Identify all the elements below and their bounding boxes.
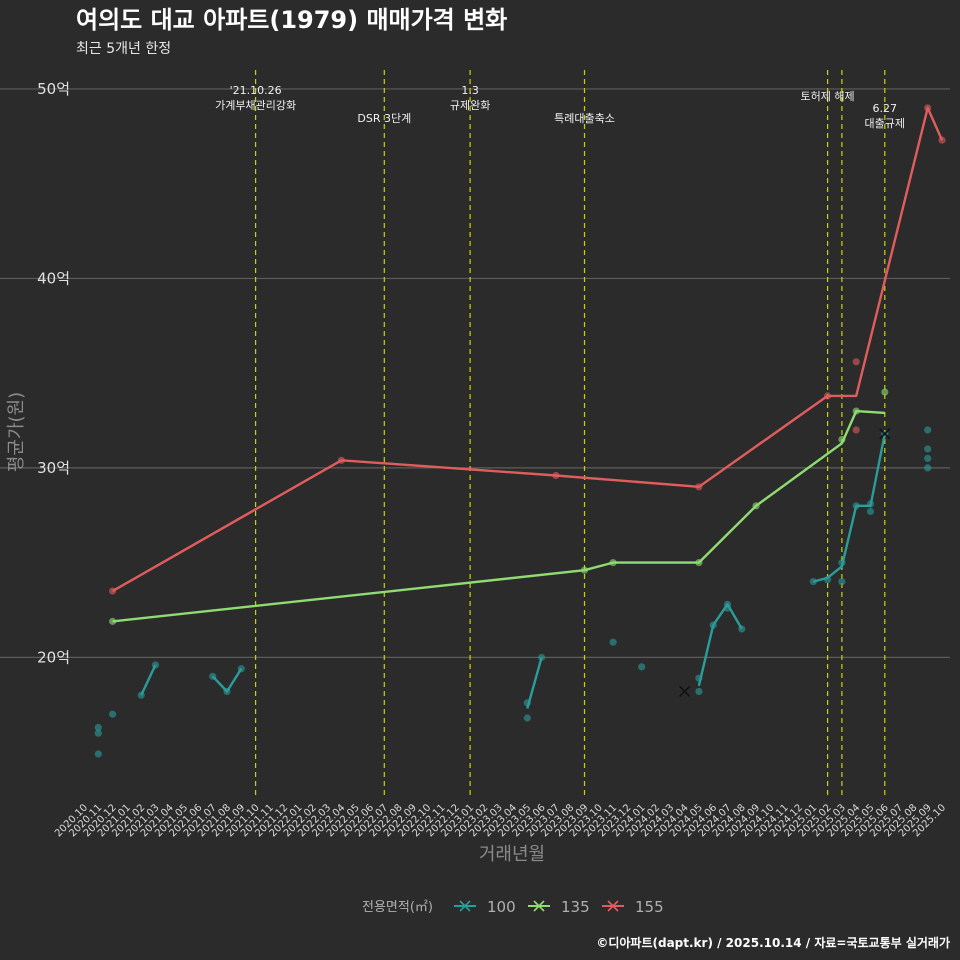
data-point-155: [852, 426, 860, 434]
legend-label: 100: [487, 898, 516, 916]
data-point-100: [838, 577, 846, 586]
caption: ©디아파트(dapt.kr) / 2025.10.14 / 자료=국토교통부 실…: [596, 935, 950, 950]
series-line-100: [697, 603, 743, 687]
data-point-100: [538, 653, 546, 661]
series-line-155: [112, 106, 944, 593]
series-line-100: [526, 657, 543, 709]
gridlines: [0, 88, 950, 658]
data-point-100: [924, 445, 932, 453]
legend-swatch-marker: [533, 900, 545, 912]
legend-label: 135: [561, 898, 590, 916]
event-label: '21.10.26: [230, 84, 282, 97]
series-line-135: [112, 409, 885, 623]
y-tick-label: 30억: [37, 459, 70, 477]
legend-label: 155: [635, 898, 664, 916]
y-tick-label: 20억: [37, 648, 70, 666]
series-layer: [94, 104, 946, 758]
data-point-100: [109, 710, 117, 718]
chart-subtitle: 최근 5개년 한정: [76, 41, 171, 57]
event-label: 1.3: [461, 84, 479, 97]
event-label: 특례대출축소: [554, 112, 615, 125]
series-line-100: [211, 668, 243, 693]
y-tick-label: 50억: [37, 80, 70, 98]
x-marker-100: [879, 428, 891, 440]
event-label: 규제완화: [450, 99, 490, 112]
data-point-100: [695, 687, 703, 696]
legend-swatch-marker: [459, 900, 471, 912]
data-point-100: [94, 750, 102, 758]
data-point-100: [94, 729, 102, 737]
legend: 전용면적(㎡) 100 135 155: [362, 898, 664, 916]
event-label: 토허제 해제: [801, 89, 855, 103]
event-label: 6.27: [873, 102, 898, 115]
event-label: 가계부채관리강화: [215, 99, 296, 112]
legend-swatch-marker: [607, 900, 619, 912]
y-axis-ticks: 20억 30억 40억 50억: [37, 80, 70, 666]
event-label: DSR 3단계: [357, 112, 411, 125]
y-axis-label: 평균가(원): [6, 392, 27, 472]
data-point-100: [924, 426, 932, 434]
y-tick-label: 40억: [37, 269, 70, 287]
x-axis-label: 거래년월: [479, 844, 545, 865]
data-point-100: [866, 507, 875, 516]
data-point-100: [924, 454, 932, 463]
data-point-100: [523, 714, 531, 722]
data-point-100: [94, 723, 102, 732]
data-point-135: [881, 388, 889, 396]
x-marker-100: [679, 685, 691, 698]
series-line-100: [140, 664, 157, 696]
series-line-100: [812, 433, 886, 583]
data-point-100: [609, 638, 617, 646]
data-point-155: [852, 358, 860, 366]
legend-title: 전용면적(㎡): [362, 900, 433, 915]
chart-title: 여의도 대교 아파트(1979) 매매가격 변화: [76, 6, 507, 34]
data-point-100: [638, 663, 646, 671]
event-label: 대출규제: [865, 117, 905, 130]
x-axis-ticks: 2020.102020.112020.122021.012021.022021.…: [53, 802, 948, 839]
data-point-100: [924, 464, 932, 472]
